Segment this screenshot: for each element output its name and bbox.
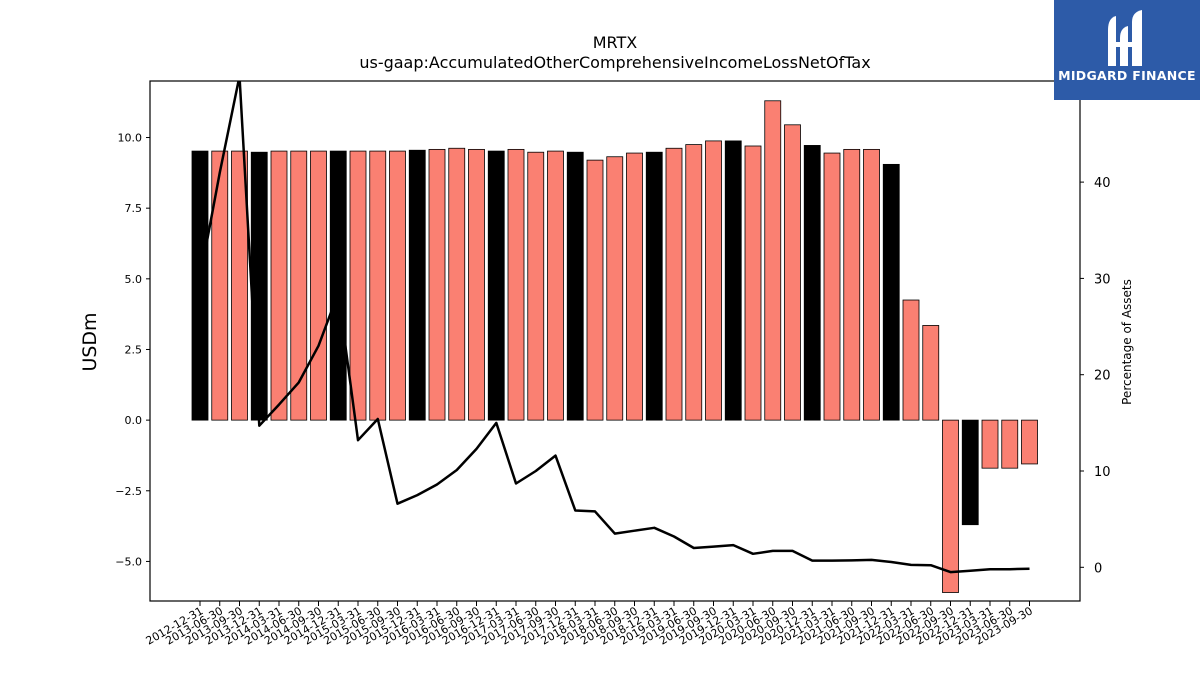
bar <box>665 147 683 421</box>
bar <box>606 156 624 421</box>
bar <box>349 150 367 421</box>
bar <box>685 144 703 421</box>
bar <box>586 159 604 421</box>
bar <box>566 151 584 421</box>
bar <box>389 150 406 421</box>
bar <box>448 147 466 421</box>
bar <box>428 148 446 421</box>
bar <box>507 148 525 421</box>
logo-text: MIDGARD FINANCE <box>1058 68 1196 83</box>
y-tick-label: 0.0 <box>125 414 143 427</box>
bar <box>626 152 643 421</box>
line-series <box>198 81 1030 574</box>
y2-tick-label: 0 <box>1094 561 1102 576</box>
bar <box>961 419 979 526</box>
y2-tick-label: 20 <box>1094 369 1111 384</box>
y2-tick-label: 30 <box>1094 272 1111 287</box>
bar <box>645 151 663 421</box>
bar-series <box>191 100 1038 593</box>
y-tick-label: −5.0 <box>115 555 142 568</box>
y-tick-label: 7.5 <box>125 202 143 215</box>
bar <box>369 150 387 421</box>
bar <box>705 140 722 421</box>
bar <box>211 150 229 421</box>
bar <box>1021 419 1038 465</box>
y2-tick-label: 10 <box>1094 465 1111 480</box>
bar <box>882 163 900 421</box>
bar <box>823 152 841 421</box>
y-axis-label: USDm <box>79 312 101 371</box>
y-tick-label: 2.5 <box>125 343 143 356</box>
bar <box>843 148 861 421</box>
bar <box>231 150 248 421</box>
bar <box>547 150 564 421</box>
chart-title: MRTX <box>593 33 638 52</box>
bar <box>784 124 801 421</box>
bar <box>863 148 880 421</box>
y-tick-label: 5.0 <box>125 273 143 286</box>
bar <box>902 299 920 421</box>
y-tick-label: −2.5 <box>115 485 142 498</box>
bar <box>191 150 209 421</box>
chart-subtitle: us-gaap:AccumulatedOtherComprehensiveInc… <box>359 53 870 72</box>
bar <box>942 419 959 593</box>
y-tick-label: 10.0 <box>118 132 143 145</box>
y2-axis-label: Percentage of Assets <box>1120 279 1134 405</box>
bar <box>290 150 308 421</box>
bar <box>310 150 327 421</box>
bar <box>487 150 505 421</box>
bar <box>250 151 268 421</box>
bar <box>527 151 545 421</box>
bar <box>764 100 782 421</box>
bar <box>744 145 762 421</box>
bar <box>1001 419 1019 469</box>
bar <box>468 148 485 421</box>
bar <box>329 150 347 421</box>
bar <box>408 149 426 421</box>
logo-mark-icon <box>1108 10 1142 66</box>
bar <box>981 419 999 469</box>
percentage-line <box>198 81 1030 574</box>
bar <box>803 145 821 421</box>
y2-tick-label: 40 <box>1094 176 1111 191</box>
axes: −5.0−2.50.02.55.07.510.00102030402012-12… <box>115 80 1111 648</box>
bar <box>922 325 940 421</box>
midgard-finance-logo: MIDGARD FINANCE <box>1054 0 1200 100</box>
bar <box>270 150 288 421</box>
bar <box>724 140 742 421</box>
